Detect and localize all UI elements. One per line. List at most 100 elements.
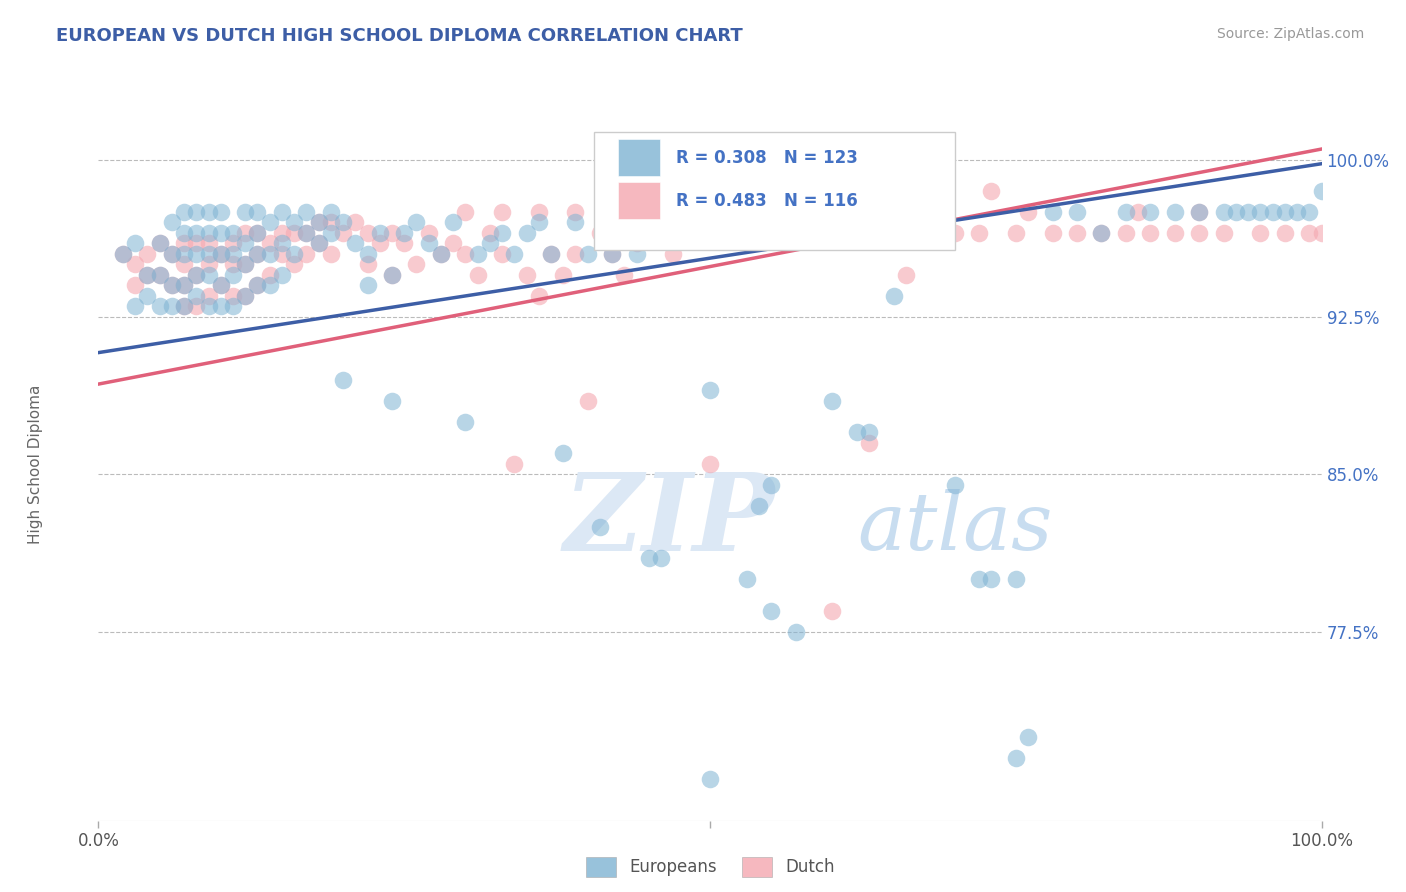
Point xyxy=(503,457,526,471)
Point xyxy=(1188,205,1211,219)
Text: R = 0.483   N = 116: R = 0.483 N = 116 xyxy=(676,192,858,210)
Point xyxy=(209,278,232,293)
Point xyxy=(186,205,208,219)
Point xyxy=(1310,184,1333,198)
Point xyxy=(454,205,477,219)
Point xyxy=(920,226,942,240)
FancyBboxPatch shape xyxy=(619,139,659,177)
Point xyxy=(1274,226,1296,240)
Point xyxy=(259,268,281,282)
Point xyxy=(160,278,183,293)
Point xyxy=(368,236,391,251)
Point xyxy=(283,226,305,240)
Point xyxy=(553,446,575,460)
Point xyxy=(613,268,636,282)
Point xyxy=(637,205,661,219)
Point xyxy=(1115,226,1137,240)
Point xyxy=(173,205,195,219)
Point xyxy=(883,289,905,303)
Point xyxy=(381,226,404,240)
Point xyxy=(1164,226,1187,240)
Point xyxy=(344,236,367,251)
Point xyxy=(821,604,844,618)
Point xyxy=(246,247,269,261)
Point xyxy=(392,236,416,251)
Point xyxy=(626,236,648,251)
Point xyxy=(381,393,404,408)
Point xyxy=(735,572,758,586)
Point xyxy=(600,247,623,261)
Point xyxy=(723,205,745,219)
Point xyxy=(1237,205,1260,219)
Point xyxy=(173,236,195,251)
Point xyxy=(515,226,537,240)
Point xyxy=(246,226,269,240)
Point xyxy=(1249,226,1271,240)
Point xyxy=(209,205,232,219)
FancyBboxPatch shape xyxy=(619,182,659,219)
Point xyxy=(600,247,623,261)
Point xyxy=(748,499,770,513)
Point xyxy=(209,247,232,261)
Point xyxy=(1042,205,1064,219)
Point xyxy=(111,247,134,261)
Point xyxy=(797,226,820,240)
Point xyxy=(149,300,172,314)
Point xyxy=(160,300,183,314)
Point xyxy=(186,226,208,240)
Point xyxy=(368,226,391,240)
Point xyxy=(540,247,562,261)
Point xyxy=(967,572,990,586)
Point xyxy=(1004,226,1026,240)
Point xyxy=(319,247,342,261)
Point xyxy=(319,226,342,240)
Point xyxy=(356,278,378,293)
Point xyxy=(650,551,672,566)
Point xyxy=(1128,205,1150,219)
Point xyxy=(1017,730,1039,744)
Point xyxy=(308,236,330,251)
Point xyxy=(233,289,256,303)
Point xyxy=(1004,572,1026,586)
Point xyxy=(319,205,342,219)
Point xyxy=(662,247,685,261)
Text: Source: ZipAtlas.com: Source: ZipAtlas.com xyxy=(1216,27,1364,41)
Point xyxy=(761,478,783,492)
Point xyxy=(160,215,183,229)
Point xyxy=(527,215,550,229)
Point xyxy=(1139,205,1161,219)
Point xyxy=(344,215,367,229)
Point xyxy=(197,268,219,282)
Point xyxy=(723,215,745,229)
Text: High School Diploma: High School Diploma xyxy=(28,384,42,543)
Point xyxy=(283,257,305,271)
Point xyxy=(943,478,966,492)
Point xyxy=(845,425,868,440)
Point xyxy=(222,289,245,303)
Point xyxy=(467,247,489,261)
Point xyxy=(283,247,305,261)
Point xyxy=(332,215,354,229)
Point xyxy=(124,236,146,251)
Point xyxy=(173,247,195,261)
Point xyxy=(858,435,880,450)
Point xyxy=(233,289,256,303)
Text: R = 0.308   N = 123: R = 0.308 N = 123 xyxy=(676,149,858,167)
Point xyxy=(209,226,232,240)
Point xyxy=(111,247,134,261)
Point xyxy=(319,215,342,229)
Point xyxy=(430,247,453,261)
Point xyxy=(186,236,208,251)
Point xyxy=(1042,226,1064,240)
Point xyxy=(124,300,146,314)
FancyBboxPatch shape xyxy=(593,132,955,250)
Point xyxy=(748,226,770,240)
Point xyxy=(527,205,550,219)
Point xyxy=(454,415,477,429)
Point xyxy=(491,205,513,219)
Point xyxy=(1298,205,1320,219)
Point xyxy=(540,247,562,261)
Point xyxy=(136,268,159,282)
Point xyxy=(173,226,195,240)
Point xyxy=(173,300,195,314)
